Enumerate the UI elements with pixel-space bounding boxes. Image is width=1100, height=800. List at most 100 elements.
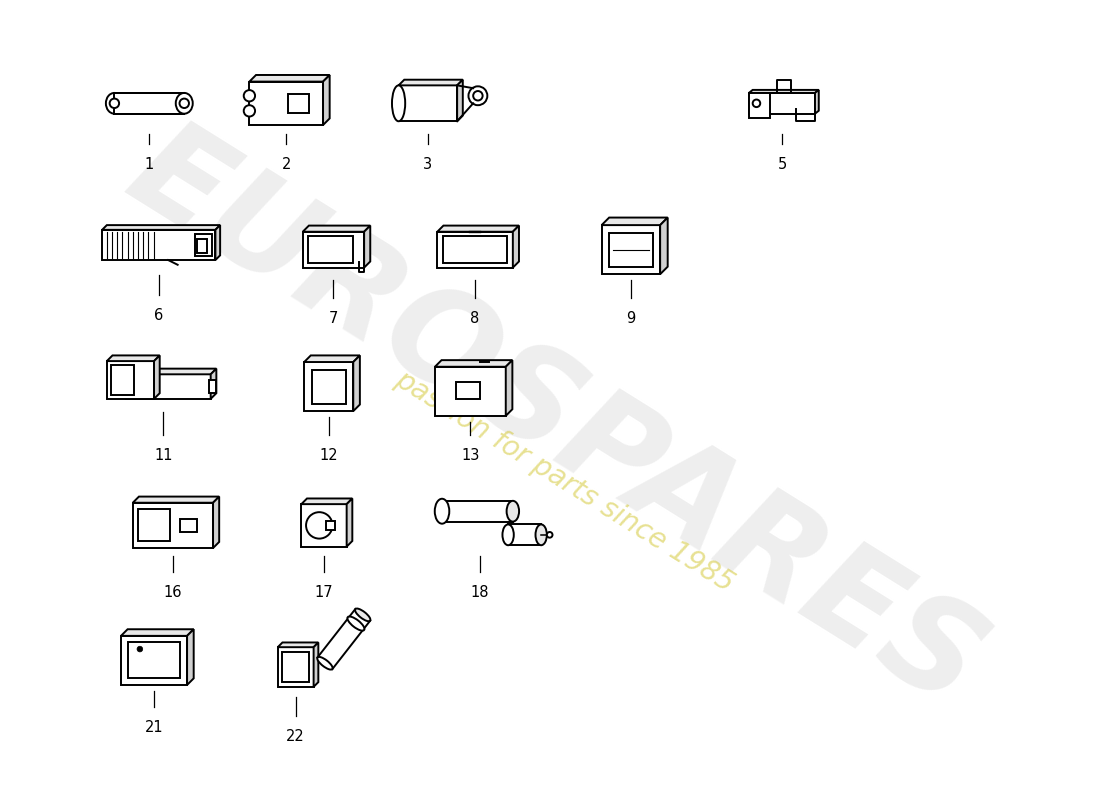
Ellipse shape [536,525,547,546]
Bar [749,93,770,118]
Polygon shape [216,225,220,260]
Bar [434,366,506,416]
Polygon shape [602,218,668,225]
Circle shape [306,512,332,538]
Ellipse shape [176,93,192,114]
Bar [121,636,187,685]
Bar [308,237,353,263]
Bar [443,237,507,263]
Bar [288,94,309,113]
Polygon shape [305,355,360,362]
Bar [180,518,198,532]
Bar [277,647,313,687]
Polygon shape [438,226,519,232]
Polygon shape [815,90,818,114]
Bar [138,510,169,542]
Polygon shape [107,355,160,361]
Text: passion for parts since 1985: passion for parts since 1985 [390,365,739,598]
Polygon shape [314,642,318,687]
Bar [305,362,353,411]
Polygon shape [121,630,194,636]
Polygon shape [346,498,352,546]
Ellipse shape [106,93,123,114]
Polygon shape [301,498,352,504]
Polygon shape [277,642,318,647]
Polygon shape [250,75,330,82]
Bar [326,521,336,530]
Ellipse shape [179,98,189,108]
Text: 18: 18 [471,585,490,600]
Text: 16: 16 [164,585,183,600]
Circle shape [752,99,760,107]
Text: 2: 2 [282,157,290,172]
Ellipse shape [436,501,449,522]
Polygon shape [660,218,668,274]
Ellipse shape [473,91,483,101]
Polygon shape [749,90,818,93]
Text: 8: 8 [471,311,480,326]
Ellipse shape [469,86,487,105]
Bar [209,380,217,393]
Polygon shape [458,80,463,122]
Polygon shape [154,355,160,399]
Polygon shape [364,226,371,268]
Bar [749,93,815,114]
Circle shape [138,646,143,652]
Bar [283,652,309,682]
Polygon shape [323,75,330,125]
Polygon shape [434,360,513,366]
Ellipse shape [434,498,449,524]
Ellipse shape [317,657,332,670]
Bar [195,234,211,256]
Text: 9: 9 [626,311,636,326]
Bar [438,232,513,268]
Bar [456,382,480,399]
Bar [128,642,180,678]
Bar [102,230,216,260]
Bar [107,361,154,399]
Circle shape [547,532,552,538]
Text: 11: 11 [154,448,173,463]
Ellipse shape [438,506,447,516]
Text: 6: 6 [154,308,164,323]
Bar [302,232,364,268]
Ellipse shape [244,90,255,102]
Bar [133,502,213,548]
Bar [198,239,207,253]
Text: 17: 17 [315,585,333,600]
Bar [114,93,184,114]
Polygon shape [513,226,519,268]
Text: EUROSPARES: EUROSPARES [107,106,1004,733]
Bar [250,82,323,125]
Ellipse shape [507,501,519,522]
Bar [301,504,346,546]
Polygon shape [398,80,463,86]
Polygon shape [125,369,217,374]
Ellipse shape [355,609,371,622]
Text: 12: 12 [319,448,338,463]
Bar [602,225,660,274]
Polygon shape [133,497,219,502]
Bar [111,365,134,395]
Bar [609,233,652,266]
Text: 7: 7 [329,311,338,326]
Bar [125,374,211,399]
Bar [398,86,458,122]
Polygon shape [302,226,371,232]
Polygon shape [506,360,513,416]
Text: 3: 3 [424,157,432,172]
Text: 5: 5 [778,157,786,172]
Text: 21: 21 [145,720,163,735]
Bar [311,370,345,403]
Ellipse shape [503,525,514,546]
Ellipse shape [244,105,255,117]
Text: 22: 22 [286,730,305,744]
Polygon shape [187,630,194,685]
Text: 1: 1 [145,157,154,172]
Ellipse shape [348,617,364,630]
Polygon shape [213,497,219,548]
Ellipse shape [110,98,119,108]
Polygon shape [211,369,217,399]
Ellipse shape [392,86,405,122]
Text: 13: 13 [461,448,480,463]
